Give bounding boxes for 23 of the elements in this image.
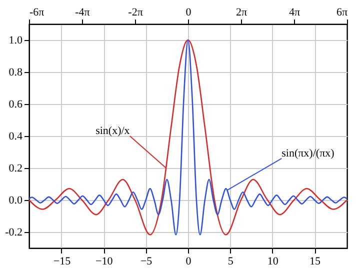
y-tick-label: 0.8	[8, 66, 23, 78]
y-tick-label: 1.0	[8, 34, 23, 46]
x2-tick-label: -4π	[75, 6, 90, 18]
x-tick-label: 10	[267, 256, 279, 268]
x2-tick-label: 6π	[336, 6, 348, 18]
y-tick-label: -0.2	[5, 226, 22, 238]
annotation: sin(πx)/(πx)	[282, 147, 335, 160]
x-tick-label: −15	[53, 256, 72, 268]
y-tick-label: 0.6	[8, 98, 23, 110]
x-tick-label: 15	[310, 256, 322, 268]
x2-tick-label: -6π	[30, 6, 45, 18]
x-tick-label: 0	[186, 256, 192, 268]
x-tick-label: −5	[140, 256, 153, 268]
annotation: sin(x)/x	[96, 125, 130, 137]
x2-tick-label: 4π	[288, 6, 300, 18]
x-tick-label: −10	[96, 256, 114, 268]
y-tick-label: 0.2	[8, 162, 22, 174]
x2-tick-label: 0	[186, 6, 192, 18]
x2-tick-label: -2π	[128, 6, 144, 18]
x-tick-label: 5	[228, 256, 234, 268]
x2-tick-label: 2π	[236, 6, 248, 18]
y-tick-label: 0.0	[8, 194, 23, 206]
y-tick-label: 0.4	[8, 130, 23, 142]
